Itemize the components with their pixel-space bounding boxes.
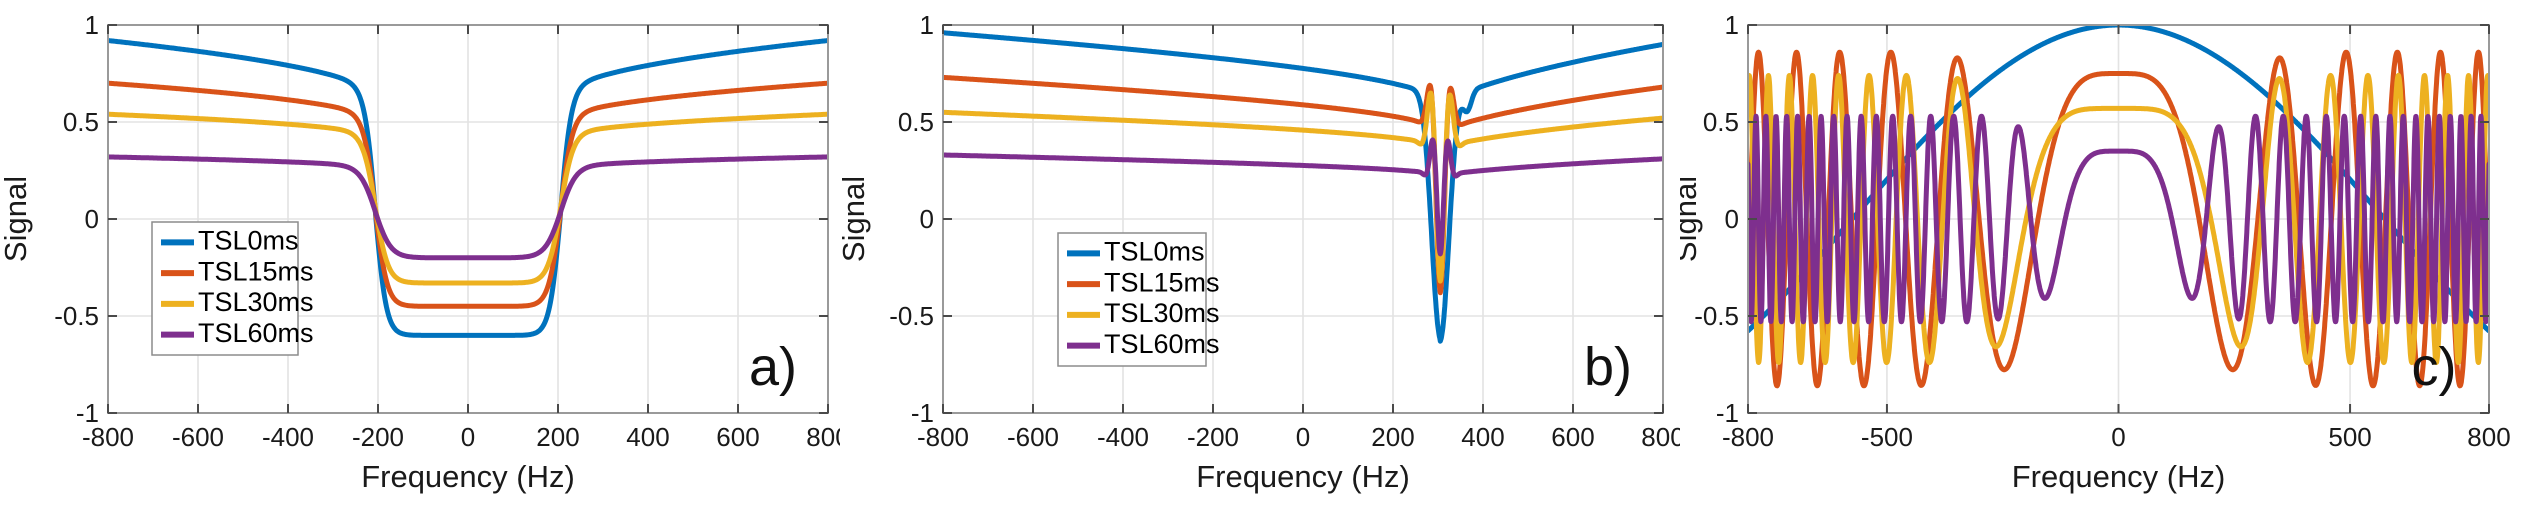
tick-labels: -800 -500 0 500 800 -1 -0.5 0 0.5 1 <box>1694 10 2511 452</box>
series-line-tsl0ms <box>108 38 828 338</box>
y-tick-label: 1 <box>85 10 99 40</box>
panel-letter: a) <box>749 337 797 397</box>
panel-letter: c) <box>2412 337 2457 397</box>
x-tick-label: 800 <box>1641 422 1680 452</box>
legend-entry-tsl0ms: TSL0ms <box>161 226 299 256</box>
x-tick-label: 600 <box>716 422 759 452</box>
series-line-tsl30ms <box>1748 72 2489 366</box>
series-line-tsl15ms <box>108 80 828 309</box>
tick-marks <box>942 24 1664 414</box>
panel-letter: b) <box>1584 337 1632 397</box>
series-line-tsl60ms <box>1748 113 2489 325</box>
panel-a: TSL0ms TSL15ms TSL30ms TSL60ms -800 -600 -400-… <box>0 0 840 523</box>
series-line-tsl30ms <box>108 111 828 286</box>
x-tick-label: -800 <box>1722 422 1774 452</box>
legend-entry-tsl60ms: TSL60ms <box>161 318 314 348</box>
series-line-tsl15ms <box>943 74 1663 296</box>
x-tick-label: 200 <box>536 422 579 452</box>
legend-label-tsl60ms: TSL60ms <box>1104 329 1220 359</box>
plot-background <box>840 0 1680 523</box>
series-group <box>108 38 828 338</box>
x-tick-label: -400 <box>1097 422 1149 452</box>
x-tick-label: 400 <box>626 422 669 452</box>
x-tick-label: 0 <box>1296 422 1310 452</box>
legend-entry-tsl60ms: TSL60ms <box>1067 329 1220 359</box>
y-tick-label: 1 <box>1725 10 1739 40</box>
legend-label-tsl15ms: TSL15ms <box>1104 267 1220 297</box>
y-axis-label: Signal <box>0 176 33 262</box>
y-tick-label: -1 <box>76 398 99 428</box>
x-axis-label: Frequency (Hz) <box>361 459 575 494</box>
legend-label-tsl30ms: TSL30ms <box>198 287 314 317</box>
x-tick-label: 800 <box>2467 422 2510 452</box>
x-tick-label: -400 <box>262 422 314 452</box>
y-axis-label: Signal <box>1680 176 1703 262</box>
x-tick-label: -500 <box>1861 422 1913 452</box>
y-tick-label: -0.5 <box>889 301 934 331</box>
tick-labels: -800 -600 -400 -200 0 200 400 600 800 -1 -0.5 0 0.5 1 <box>889 10 1680 452</box>
legend-label-tsl60ms: TSL60ms <box>198 318 314 348</box>
x-tick-label: -800 <box>917 422 969 452</box>
panel-c: -800 -500 0 500 800 -1 -0.5 0 0.5 1 Frequency (Hz)… <box>1680 0 2521 523</box>
y-tick-label: 0 <box>920 204 934 234</box>
x-tick-label: 800 <box>806 422 840 452</box>
y-tick-label: 0.5 <box>63 107 99 137</box>
y-tick-label: 0.5 <box>1703 107 1739 137</box>
tick-marks <box>1747 24 2490 414</box>
x-tick-label: 600 <box>1551 422 1594 452</box>
x-tick-label: 200 <box>1371 422 1414 452</box>
series-group <box>943 30 1663 344</box>
y-tick-label: 0 <box>85 204 99 234</box>
x-axis-label: Frequency (Hz) <box>2012 459 2226 494</box>
series-group <box>1748 25 2489 389</box>
legend-entry-tsl30ms: TSL30ms <box>1067 298 1220 328</box>
y-tick-label: -1 <box>1716 398 1739 428</box>
x-tick-label: 500 <box>2328 422 2371 452</box>
y-tick-label: -0.5 <box>54 301 99 331</box>
x-tick-label: -200 <box>1187 422 1239 452</box>
series-line-tsl60ms <box>943 137 1663 257</box>
x-tick-label: 0 <box>2111 422 2125 452</box>
x-tick-label: 0 <box>461 422 475 452</box>
y-tick-label: 1 <box>920 10 934 40</box>
legend-label-tsl0ms: TSL0ms <box>1104 237 1205 267</box>
series-line-tsl0ms <box>943 30 1663 344</box>
y-tick-label: 0.5 <box>898 107 934 137</box>
legend-entry-tsl0ms: TSL0ms <box>1067 237 1205 267</box>
x-tick-label: -200 <box>352 422 404 452</box>
y-axis-label: Signal <box>840 176 871 262</box>
series-line-tsl60ms <box>108 154 828 261</box>
legend-label-tsl30ms: TSL30ms <box>1104 298 1220 328</box>
series-line-tsl30ms <box>943 90 1663 284</box>
x-axis-label: Frequency (Hz) <box>1196 459 1410 494</box>
plot-c: -800 -500 0 500 800 -1 -0.5 0 0.5 1 Frequency (Hz)… <box>1680 0 2521 523</box>
x-tick-label: 400 <box>1461 422 1504 452</box>
legend-entry-tsl15ms: TSL15ms <box>1067 267 1220 297</box>
y-tick-label: -1 <box>911 398 934 428</box>
x-tick-label: -800 <box>82 422 134 452</box>
legend-entry-tsl15ms: TSL15ms <box>161 256 314 286</box>
series-line-tsl15ms <box>1748 49 2489 389</box>
legend-label-tsl0ms: TSL0ms <box>198 226 299 256</box>
legend-entry-tsl30ms: TSL30ms <box>161 287 314 317</box>
legend-label-tsl15ms: TSL15ms <box>198 256 314 286</box>
y-tick-label: -0.5 <box>1694 301 1739 331</box>
panel-b: TSL0ms TSL15ms TSL30ms TSL60ms -800 -600 -400-… <box>840 0 1680 523</box>
tick-marks <box>107 24 829 414</box>
x-tick-label: -600 <box>172 422 224 452</box>
y-tick-label: 0 <box>1725 204 1739 234</box>
x-tick-label: -600 <box>1007 422 1059 452</box>
tick-labels: -800 -600 -400 -200 0 200 400 600 800 -1 -0.5 0 0.5 1 <box>54 10 840 452</box>
